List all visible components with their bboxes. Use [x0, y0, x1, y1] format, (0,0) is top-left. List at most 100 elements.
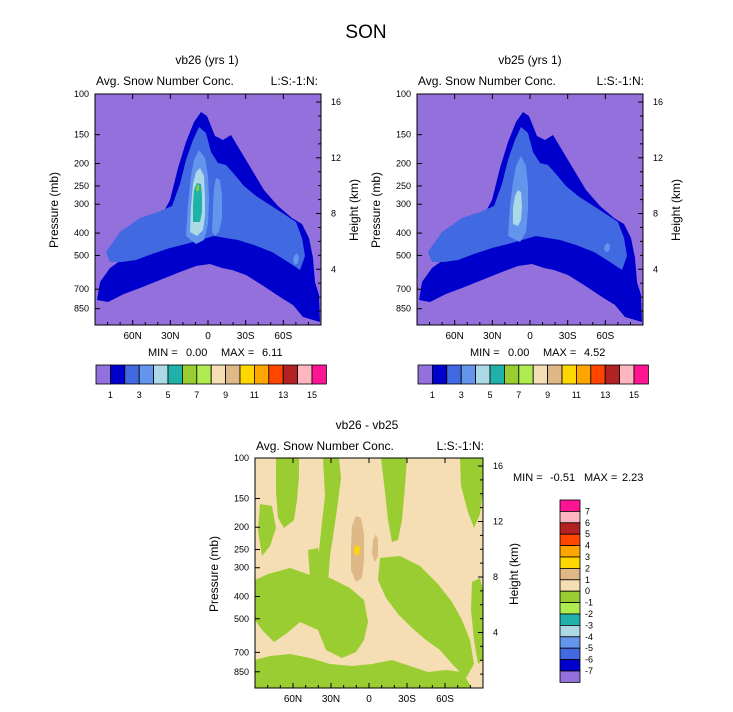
colorbar-label: 2 [585, 563, 590, 573]
colorbar-label: 15 [629, 390, 639, 400]
axis-ylabel-right: Height (km) [347, 179, 361, 241]
colorbar-swatch [559, 556, 581, 569]
colorbar-swatch [559, 568, 581, 581]
colorbar-swatch [559, 545, 581, 558]
colorbar-swatch [475, 364, 491, 385]
panel-title: vb26 (yrs 1) [175, 53, 238, 67]
x-tick-label: 30N [322, 694, 340, 705]
colorbar-swatch [210, 364, 226, 385]
x-tick-label: 30S [559, 331, 577, 342]
colorbar-label: 9 [545, 390, 550, 400]
colorbar-label: -7 [585, 666, 593, 676]
contour-field [95, 94, 321, 325]
colorbar-swatch [576, 364, 592, 385]
colorbar-swatch [431, 364, 448, 385]
colorbar: 7 65 432 10 -1-2-3 -4-5 -6-7 [559, 499, 593, 683]
colorbar-swatch [559, 533, 581, 547]
x-tick-label: 60N [284, 694, 302, 705]
y-right-tick-label: 16 [331, 97, 341, 107]
y-tick-label: 200 [396, 159, 411, 169]
colorbar-swatch [559, 613, 581, 626]
x-tick-label: 30N [483, 331, 501, 342]
colorbar-swatch [489, 364, 505, 385]
y-tick-label: 850 [74, 304, 89, 314]
x-tick-label: 30N [161, 331, 179, 342]
colorbar-swatch [559, 602, 581, 615]
min-label: MIN = [148, 347, 178, 359]
colorbar-label: 11 [572, 390, 581, 400]
max-label: MAX = [221, 347, 254, 359]
colorbar-swatch [181, 364, 198, 385]
colorbar-swatch [559, 659, 581, 672]
y-tick-label: 250 [74, 181, 89, 191]
panel-vb25: vb25 (yrs 1) Avg. Snow Number Conc. L:S:… [369, 53, 683, 400]
contour-level-4 [293, 253, 299, 265]
y-tick-label: 500 [396, 250, 411, 260]
colorbar-swatch [110, 364, 126, 385]
colorbar-swatch [268, 364, 284, 385]
colorbar-label: 1 [108, 390, 113, 400]
contour-level-4 [212, 178, 222, 236]
y-tick-label: 850 [396, 304, 411, 314]
contour-field [417, 94, 643, 325]
y-tick-label: 200 [234, 522, 249, 532]
colorbar-label: 1 [430, 390, 435, 400]
contour-level-0 [258, 504, 276, 556]
x-tick-label: 60N [123, 331, 141, 342]
axis-ylabel: Pressure (mb) [207, 536, 221, 612]
contour-field [255, 458, 483, 688]
contour-level-7 [196, 185, 199, 191]
x-tick-label: 60S [274, 331, 292, 342]
contour-level-1 [372, 534, 378, 562]
colorbar-label: 7 [585, 506, 590, 516]
y-right-tick-label: 8 [653, 209, 658, 219]
colorbar-label: 3 [137, 390, 142, 400]
max-value: 6.11 [262, 347, 283, 359]
y-tick-label: 700 [234, 647, 249, 657]
contour-level-0 [276, 458, 299, 528]
y-tick-label: 400 [396, 228, 411, 238]
colorbar-label: 5 [585, 529, 590, 539]
y-tick-label: 100 [234, 453, 249, 463]
contour-level-0 [381, 458, 407, 542]
colorbar-label: 0 [585, 586, 590, 596]
colorbar-swatch [196, 364, 212, 385]
colorbar-swatch [225, 364, 241, 385]
contour-level-2 [354, 545, 360, 556]
y-tick-label: 250 [234, 545, 249, 555]
colorbar-label: 1 [585, 575, 590, 585]
min-value: 0.00 [186, 347, 207, 359]
contour-level-0 [471, 578, 483, 664]
colorbar-swatch [239, 364, 255, 385]
min-label: MIN = [470, 347, 500, 359]
panel-vb26: vb26 (yrs 1) Avg. Snow Number Conc. L:S:… [47, 53, 361, 400]
colorbar-swatch [547, 364, 563, 385]
y-right-tick-label: 4 [493, 628, 498, 638]
colorbar-swatch [559, 499, 581, 512]
colorbar-swatch [559, 590, 581, 604]
y-right-tick-label: 8 [493, 572, 498, 582]
panel-left-label: Avg. Snow Number Conc. [96, 74, 234, 88]
axis-ylabel: Pressure (mb) [369, 172, 383, 248]
colorbar-swatch [559, 636, 581, 649]
x-tick-label: 0 [527, 331, 533, 342]
contour-level-0 [318, 458, 341, 600]
colorbar-label: 5 [487, 390, 492, 400]
y-tick-label: 400 [234, 591, 249, 601]
colorbar-swatch [559, 670, 581, 683]
y-tick-label: 150 [396, 130, 411, 140]
y-tick-label: 500 [234, 614, 249, 624]
panel-diff: vb26 - vb25 Avg. Snow Number Conc. L:S:-… [207, 418, 643, 705]
colorbar-label: -5 [585, 643, 593, 653]
colorbar: 1 3 5 7 9 11 13 15 [95, 364, 327, 400]
colorbar-label: 5 [165, 390, 170, 400]
y-right-tick-label: 16 [493, 461, 503, 471]
contour-level-0 [460, 458, 483, 528]
colorbar-swatch [633, 364, 649, 385]
colorbar-swatch [604, 364, 621, 385]
colorbar-swatch [619, 364, 635, 385]
axes: 60N 30N 0 30S 60S 100 150 200 250 300 400 500 700 850… [396, 89, 663, 342]
y-right-tick-label: 4 [653, 264, 658, 274]
colorbar-swatch [153, 364, 169, 385]
